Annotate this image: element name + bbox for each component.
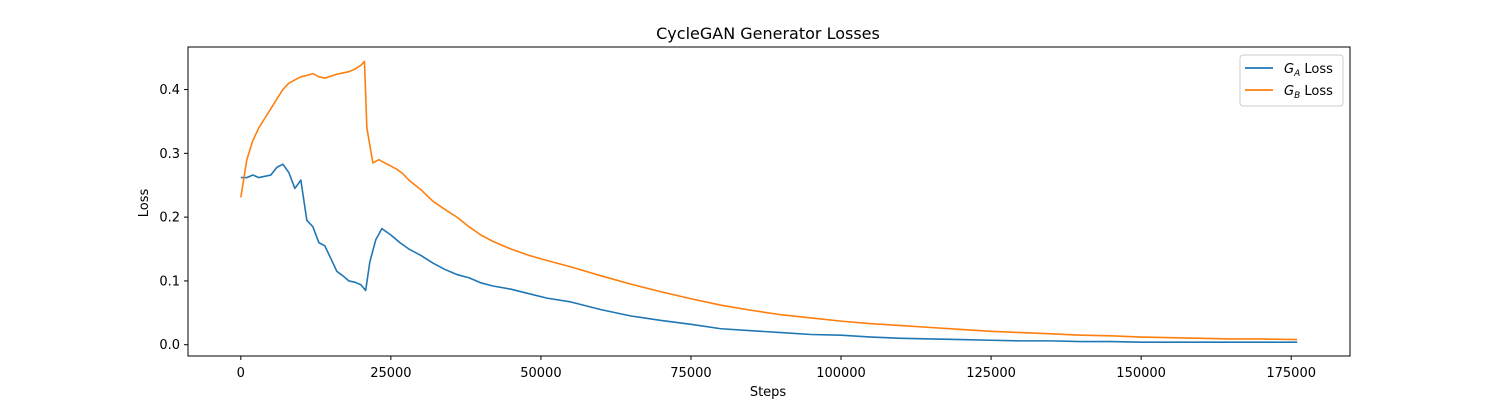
y-tick-label: 0.4 (159, 83, 180, 98)
y-axis: 0.0 0.1 0.2 0.3 0.4 (159, 83, 188, 353)
y-tick-label: 0.1 (159, 274, 180, 289)
series-line-gb (240, 60, 1298, 341)
legend-label-ga: GA Loss (1284, 62, 1333, 79)
y-tick-label: 0.2 (159, 211, 180, 226)
y-axis-label: Loss (137, 189, 152, 218)
x-tick-label: 150000 (1116, 366, 1166, 381)
x-axis-label: Steps (750, 385, 787, 400)
x-tick-label: 175000 (1266, 366, 1316, 381)
x-tick-label: 100000 (816, 366, 866, 381)
plot-frame (187, 46, 1351, 357)
x-axis: 0 25000 50000 75000 100000 125000 150000 175000 (237, 356, 1316, 381)
x-tick-label: 125000 (966, 366, 1016, 381)
x-tick-label: 25000 (370, 366, 411, 381)
x-tick-label: 75000 (670, 366, 711, 381)
chart-title: CycleGAN Generator Losses (656, 24, 880, 43)
y-tick-label: 0.3 (159, 147, 180, 162)
series-line-ga (240, 163, 1298, 343)
plot-area (187, 46, 1351, 357)
x-tick-label: 0 (237, 366, 245, 381)
legend: GA Loss GB Loss (1239, 54, 1344, 107)
y-tick-label: 0.0 (159, 338, 180, 353)
legend-label-gb: GB Loss (1284, 84, 1333, 101)
x-tick-label: 50000 (520, 366, 561, 381)
